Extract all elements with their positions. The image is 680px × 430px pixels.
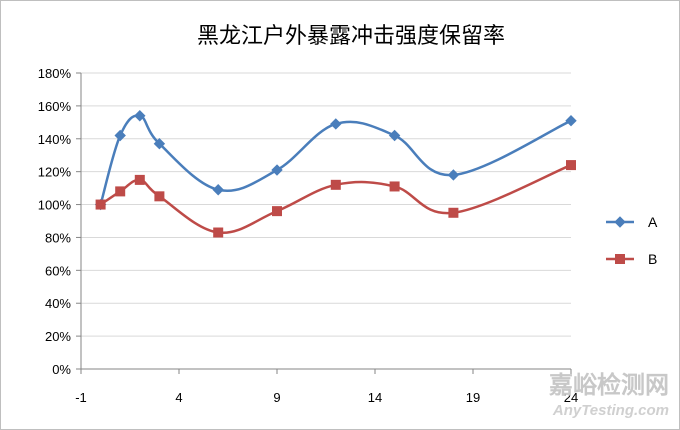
gridlines <box>81 72 571 337</box>
y-axis-ticks: 0% 20% 40% 60% 80% 100% 120% 140% 160% 180% <box>38 66 81 377</box>
legend-label-B: B <box>648 251 657 267</box>
data-point-B <box>272 206 282 217</box>
series-A <box>94 110 577 211</box>
data-point-A <box>565 114 577 127</box>
y-tick-label: 160% <box>38 99 72 114</box>
data-point-B <box>566 160 576 171</box>
legend: AB <box>606 214 658 267</box>
legend-label-A: A <box>648 214 658 230</box>
data-point-A <box>153 138 166 150</box>
data-point-A <box>271 164 283 176</box>
x-tick-label: 14 <box>368 390 382 405</box>
data-point-B <box>95 199 106 210</box>
data-point-A <box>114 129 126 142</box>
legend-item-A: A <box>606 214 658 230</box>
series-line-A <box>99 114 572 205</box>
watermark-en: AnyTesting.com <box>552 402 669 419</box>
data-point-B <box>134 174 145 185</box>
y-tick-label: 140% <box>38 132 72 147</box>
chart-title: 黑龙江户外暴露冲击强度保留率 <box>197 24 505 49</box>
series-group <box>94 110 577 238</box>
series-line-B <box>99 163 572 235</box>
data-point-B <box>213 227 224 238</box>
x-tick-label: 24 <box>564 390 578 405</box>
data-point-A <box>212 184 224 196</box>
data-point-B <box>115 186 126 197</box>
y-tick-label: 100% <box>38 198 72 213</box>
y-tick-label: 40% <box>45 296 71 311</box>
y-tick-label: 120% <box>38 165 72 180</box>
data-point-B <box>154 191 165 202</box>
data-point-B <box>448 207 459 218</box>
series-B <box>95 160 576 238</box>
data-point-B <box>330 179 341 190</box>
data-point-A <box>330 118 342 130</box>
legend-marker-A <box>614 216 626 228</box>
y-tick-label: 60% <box>45 263 71 278</box>
data-point-A <box>388 129 401 142</box>
y-tick-label: 180% <box>38 66 72 81</box>
x-tick-label: 4 <box>175 390 182 405</box>
legend-marker-B <box>615 254 625 264</box>
y-tick-label: 0% <box>52 362 71 377</box>
data-point-B <box>389 181 400 192</box>
x-axis-ticks: -1 4 9 14 19 24 <box>75 369 578 405</box>
x-tick-label: 19 <box>466 390 480 405</box>
y-tick-label: 80% <box>45 230 71 245</box>
data-point-A <box>134 110 146 122</box>
axes <box>80 73 571 370</box>
data-point-A <box>447 169 460 181</box>
y-tick-label: 20% <box>45 329 71 344</box>
watermark: 嘉峪检测网 AnyTesting.com <box>549 371 669 419</box>
x-tick-label: -1 <box>75 390 87 405</box>
x-tick-label: 9 <box>273 390 280 405</box>
legend-item-B: B <box>606 251 657 267</box>
watermark-cn: 嘉峪检测网 <box>549 371 669 399</box>
